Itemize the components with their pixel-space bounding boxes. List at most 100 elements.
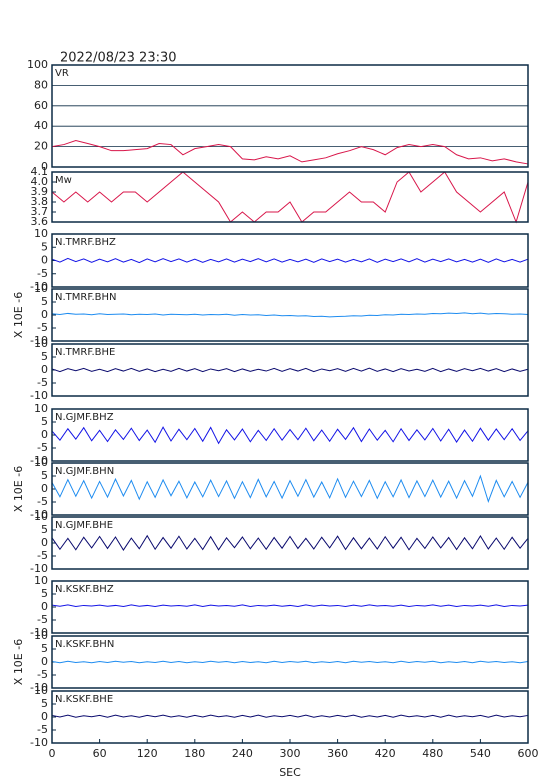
trace xyxy=(51,312,529,318)
series-label: VR xyxy=(55,68,69,79)
trace xyxy=(51,660,529,664)
y-tick-label: 80 xyxy=(34,78,48,91)
y-tick-label: -5 xyxy=(37,549,48,562)
y-tick-label: 0 xyxy=(41,600,48,613)
x-axis-label: SEC xyxy=(279,766,301,779)
trace xyxy=(51,474,529,504)
y-tick-label: 100 xyxy=(27,58,48,71)
y-tick-label: 5 xyxy=(41,469,48,482)
x-tick-label: 360 xyxy=(327,747,348,760)
series-label: N.GJMF.BHZ xyxy=(55,412,114,423)
y-tick-label: 4.0 xyxy=(31,175,49,188)
y-tick-label: 5 xyxy=(41,587,48,600)
panel-frame xyxy=(51,64,529,168)
y-tick-label: 5 xyxy=(41,642,48,655)
y-tick-label: 0 xyxy=(41,655,48,668)
y-tick-label: 10 xyxy=(34,456,48,469)
y-tick-label: 10 xyxy=(34,574,48,587)
y-tick-label: 4.1 xyxy=(31,165,49,178)
y-tick-label: 0 xyxy=(41,536,48,549)
series-label: N.KSKF.BHE xyxy=(55,694,113,705)
y-tick-label: 60 xyxy=(34,99,48,112)
series-label: N.TMRF.BHZ xyxy=(55,237,116,248)
trace xyxy=(51,426,529,445)
x-tick-label: 240 xyxy=(232,747,253,760)
panel-frame xyxy=(51,580,529,634)
y-tick-label: 0 xyxy=(41,308,48,321)
y-tick-label: -5 xyxy=(37,723,48,736)
x-tick-label: 480 xyxy=(422,747,443,760)
y-tick-label: 10 xyxy=(34,227,48,240)
panel-frame xyxy=(51,343,529,397)
y-tick-label: 10 xyxy=(34,402,48,415)
trace xyxy=(51,534,529,551)
panel-frame xyxy=(51,635,529,689)
y-tick-label: -10 xyxy=(30,454,48,467)
chart-title: 2022/08/23 23:30 xyxy=(60,51,177,66)
panel-frame xyxy=(51,516,529,570)
trace xyxy=(51,139,529,165)
y-axis-label: X 10E -6 xyxy=(12,639,25,685)
y-tick-label: 5 xyxy=(41,295,48,308)
panel-frame xyxy=(51,408,529,462)
y-tick-label: -10 xyxy=(30,681,48,694)
x-tick-label: 540 xyxy=(470,747,491,760)
y-tick-label: -5 xyxy=(37,376,48,389)
y-tick-label: 10 xyxy=(34,510,48,523)
y-tick-label: 0 xyxy=(41,710,48,723)
y-tick-label: -10 xyxy=(30,508,48,521)
x-tick-label: 180 xyxy=(184,747,205,760)
trace xyxy=(51,714,529,718)
panel-frame xyxy=(51,462,529,516)
y-tick-label: 3.7 xyxy=(31,205,49,218)
y-tick-label: 5 xyxy=(41,697,48,710)
y-tick-label: -5 xyxy=(37,441,48,454)
y-tick-label: -5 xyxy=(37,321,48,334)
series-label: N.TMRF.BHE xyxy=(55,347,115,358)
y-tick-label: -5 xyxy=(37,668,48,681)
series-label: Mw xyxy=(55,175,72,186)
y-tick-label: 5 xyxy=(41,240,48,253)
y-tick-label: 10 xyxy=(34,337,48,350)
series-label: N.KSKF.BHN xyxy=(55,639,114,650)
y-tick-label: 10 xyxy=(34,629,48,642)
y-tick-label: -10 xyxy=(30,626,48,639)
series-label: N.GJMF.BHN xyxy=(55,466,114,477)
panel-frame xyxy=(51,288,529,342)
y-tick-label: 0 xyxy=(41,160,48,173)
y-tick-label: 0 xyxy=(41,363,48,376)
y-tick-label: 10 xyxy=(34,282,48,295)
x-tick-label: 300 xyxy=(280,747,301,760)
y-tick-label: 3.9 xyxy=(31,185,49,198)
y-tick-label: 20 xyxy=(34,140,48,153)
y-tick-label: -5 xyxy=(37,267,48,280)
y-tick-label: -5 xyxy=(37,495,48,508)
y-tick-label: 3.8 xyxy=(31,195,49,208)
x-tick-label: 420 xyxy=(375,747,396,760)
y-tick-label: -10 xyxy=(30,334,48,347)
series-label: N.KSKF.BHZ xyxy=(55,584,114,595)
trace xyxy=(51,367,529,373)
y-tick-label: -10 xyxy=(30,389,48,402)
y-tick-label: 0 xyxy=(41,428,48,441)
panel-frame xyxy=(51,233,529,288)
y-tick-label: -5 xyxy=(37,613,48,626)
y-tick-label: -10 xyxy=(30,280,48,293)
y-tick-label: 5 xyxy=(41,523,48,536)
trace xyxy=(51,604,529,607)
series-label: N.GJMF.BHE xyxy=(55,520,113,531)
y-tick-label: 5 xyxy=(41,415,48,428)
y-tick-label: 0 xyxy=(41,482,48,495)
panel-frame xyxy=(51,171,529,223)
trace xyxy=(51,171,529,224)
x-tick-label: 60 xyxy=(93,747,107,760)
x-tick-label: 600 xyxy=(518,747,539,760)
y-axis-label: X 10E -6 xyxy=(12,292,25,338)
y-tick-label: 40 xyxy=(34,119,48,132)
x-tick-label: 0 xyxy=(49,747,56,760)
y-axis-label: X 10E -6 xyxy=(12,466,25,512)
y-tick-label: 3.6 xyxy=(31,215,49,228)
y-tick-label: 0 xyxy=(41,254,48,267)
y-tick-label: 10 xyxy=(34,684,48,697)
